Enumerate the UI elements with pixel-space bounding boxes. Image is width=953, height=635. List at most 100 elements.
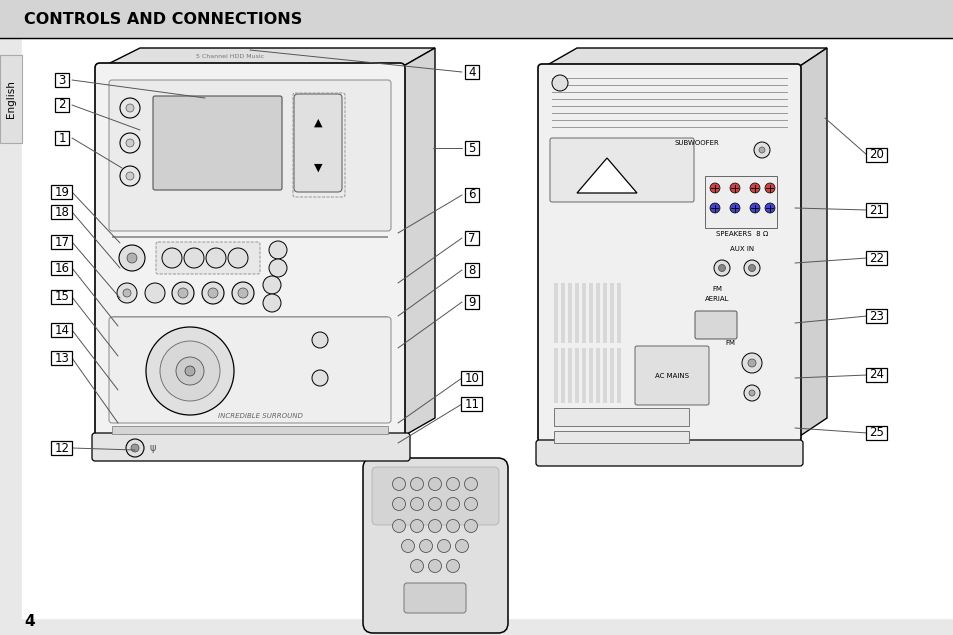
Circle shape <box>428 559 441 573</box>
Circle shape <box>263 276 281 294</box>
Text: 3: 3 <box>58 74 66 86</box>
Circle shape <box>269 241 287 259</box>
Circle shape <box>428 497 441 511</box>
FancyBboxPatch shape <box>95 63 405 443</box>
Text: English: English <box>6 80 16 118</box>
Text: 10: 10 <box>464 371 479 385</box>
Text: AUX IN: AUX IN <box>729 246 753 252</box>
FancyBboxPatch shape <box>156 242 260 274</box>
Bar <box>865 426 886 440</box>
Text: 18: 18 <box>54 206 70 218</box>
Circle shape <box>269 259 287 277</box>
Bar <box>554 348 558 403</box>
Circle shape <box>120 133 140 153</box>
Bar <box>112 236 388 238</box>
Bar <box>602 348 606 403</box>
Bar <box>461 397 482 411</box>
Text: SPEAKERS  8 Ω: SPEAKERS 8 Ω <box>715 231 767 237</box>
Text: FM: FM <box>724 340 734 346</box>
Circle shape <box>127 253 137 263</box>
Circle shape <box>146 327 233 415</box>
Bar <box>54 73 70 87</box>
Text: 11: 11 <box>464 398 479 410</box>
Circle shape <box>208 288 218 298</box>
Bar <box>596 283 599 343</box>
Text: 5: 5 <box>468 142 476 154</box>
Circle shape <box>741 353 761 373</box>
Bar <box>609 283 614 343</box>
FancyBboxPatch shape <box>635 346 708 405</box>
Polygon shape <box>541 48 826 68</box>
Circle shape <box>419 540 432 552</box>
Text: 17: 17 <box>54 236 70 248</box>
Text: 12: 12 <box>54 441 70 455</box>
FancyBboxPatch shape <box>372 467 498 525</box>
Circle shape <box>446 497 459 511</box>
Circle shape <box>446 478 459 490</box>
Circle shape <box>748 265 755 272</box>
Text: 9: 9 <box>468 295 476 309</box>
Circle shape <box>455 540 468 552</box>
Circle shape <box>232 282 253 304</box>
FancyBboxPatch shape <box>537 64 801 442</box>
Circle shape <box>119 245 145 271</box>
Bar <box>617 348 620 403</box>
Text: 25: 25 <box>868 427 883 439</box>
Bar <box>51 351 72 365</box>
Circle shape <box>464 478 477 490</box>
Bar <box>704 176 776 228</box>
Circle shape <box>446 519 459 533</box>
Text: 2: 2 <box>58 98 66 112</box>
Bar <box>560 348 564 403</box>
FancyBboxPatch shape <box>294 94 341 192</box>
Circle shape <box>464 497 477 511</box>
Circle shape <box>729 203 740 213</box>
Polygon shape <box>100 48 435 68</box>
Text: 1: 1 <box>58 131 66 145</box>
Bar <box>54 98 70 112</box>
Bar <box>51 323 72 337</box>
Circle shape <box>160 341 220 401</box>
Circle shape <box>446 559 459 573</box>
Circle shape <box>312 332 328 348</box>
Circle shape <box>120 166 140 186</box>
Bar <box>51 185 72 199</box>
Bar <box>596 348 599 403</box>
Text: ▼: ▼ <box>314 163 322 173</box>
Bar <box>464 65 478 79</box>
Circle shape <box>437 540 450 552</box>
Text: 7: 7 <box>468 232 476 244</box>
Text: 22: 22 <box>868 251 883 265</box>
Circle shape <box>748 390 754 396</box>
Circle shape <box>131 444 139 452</box>
Circle shape <box>764 203 774 213</box>
Bar <box>0 0 953 38</box>
Bar <box>575 348 578 403</box>
Circle shape <box>753 142 769 158</box>
Circle shape <box>145 283 165 303</box>
Bar <box>461 371 482 385</box>
Bar <box>865 148 886 162</box>
Bar <box>865 368 886 382</box>
Text: AERIAL: AERIAL <box>704 296 728 302</box>
Bar <box>865 309 886 323</box>
Bar <box>581 283 585 343</box>
Bar <box>865 203 886 217</box>
Circle shape <box>410 478 423 490</box>
FancyBboxPatch shape <box>152 96 282 190</box>
Circle shape <box>392 497 405 511</box>
Bar <box>51 205 72 219</box>
Text: 5 Channel HDD Music: 5 Channel HDD Music <box>195 53 264 58</box>
Circle shape <box>206 248 226 268</box>
Circle shape <box>464 519 477 533</box>
Circle shape <box>713 260 729 276</box>
Circle shape <box>392 478 405 490</box>
Text: ▲: ▲ <box>314 118 322 128</box>
Text: INCREDIBLE SURROUND: INCREDIBLE SURROUND <box>217 413 302 419</box>
Circle shape <box>123 289 131 297</box>
Circle shape <box>552 75 567 91</box>
Circle shape <box>401 540 414 552</box>
Circle shape <box>410 559 423 573</box>
Bar <box>51 261 72 275</box>
Bar <box>602 283 606 343</box>
